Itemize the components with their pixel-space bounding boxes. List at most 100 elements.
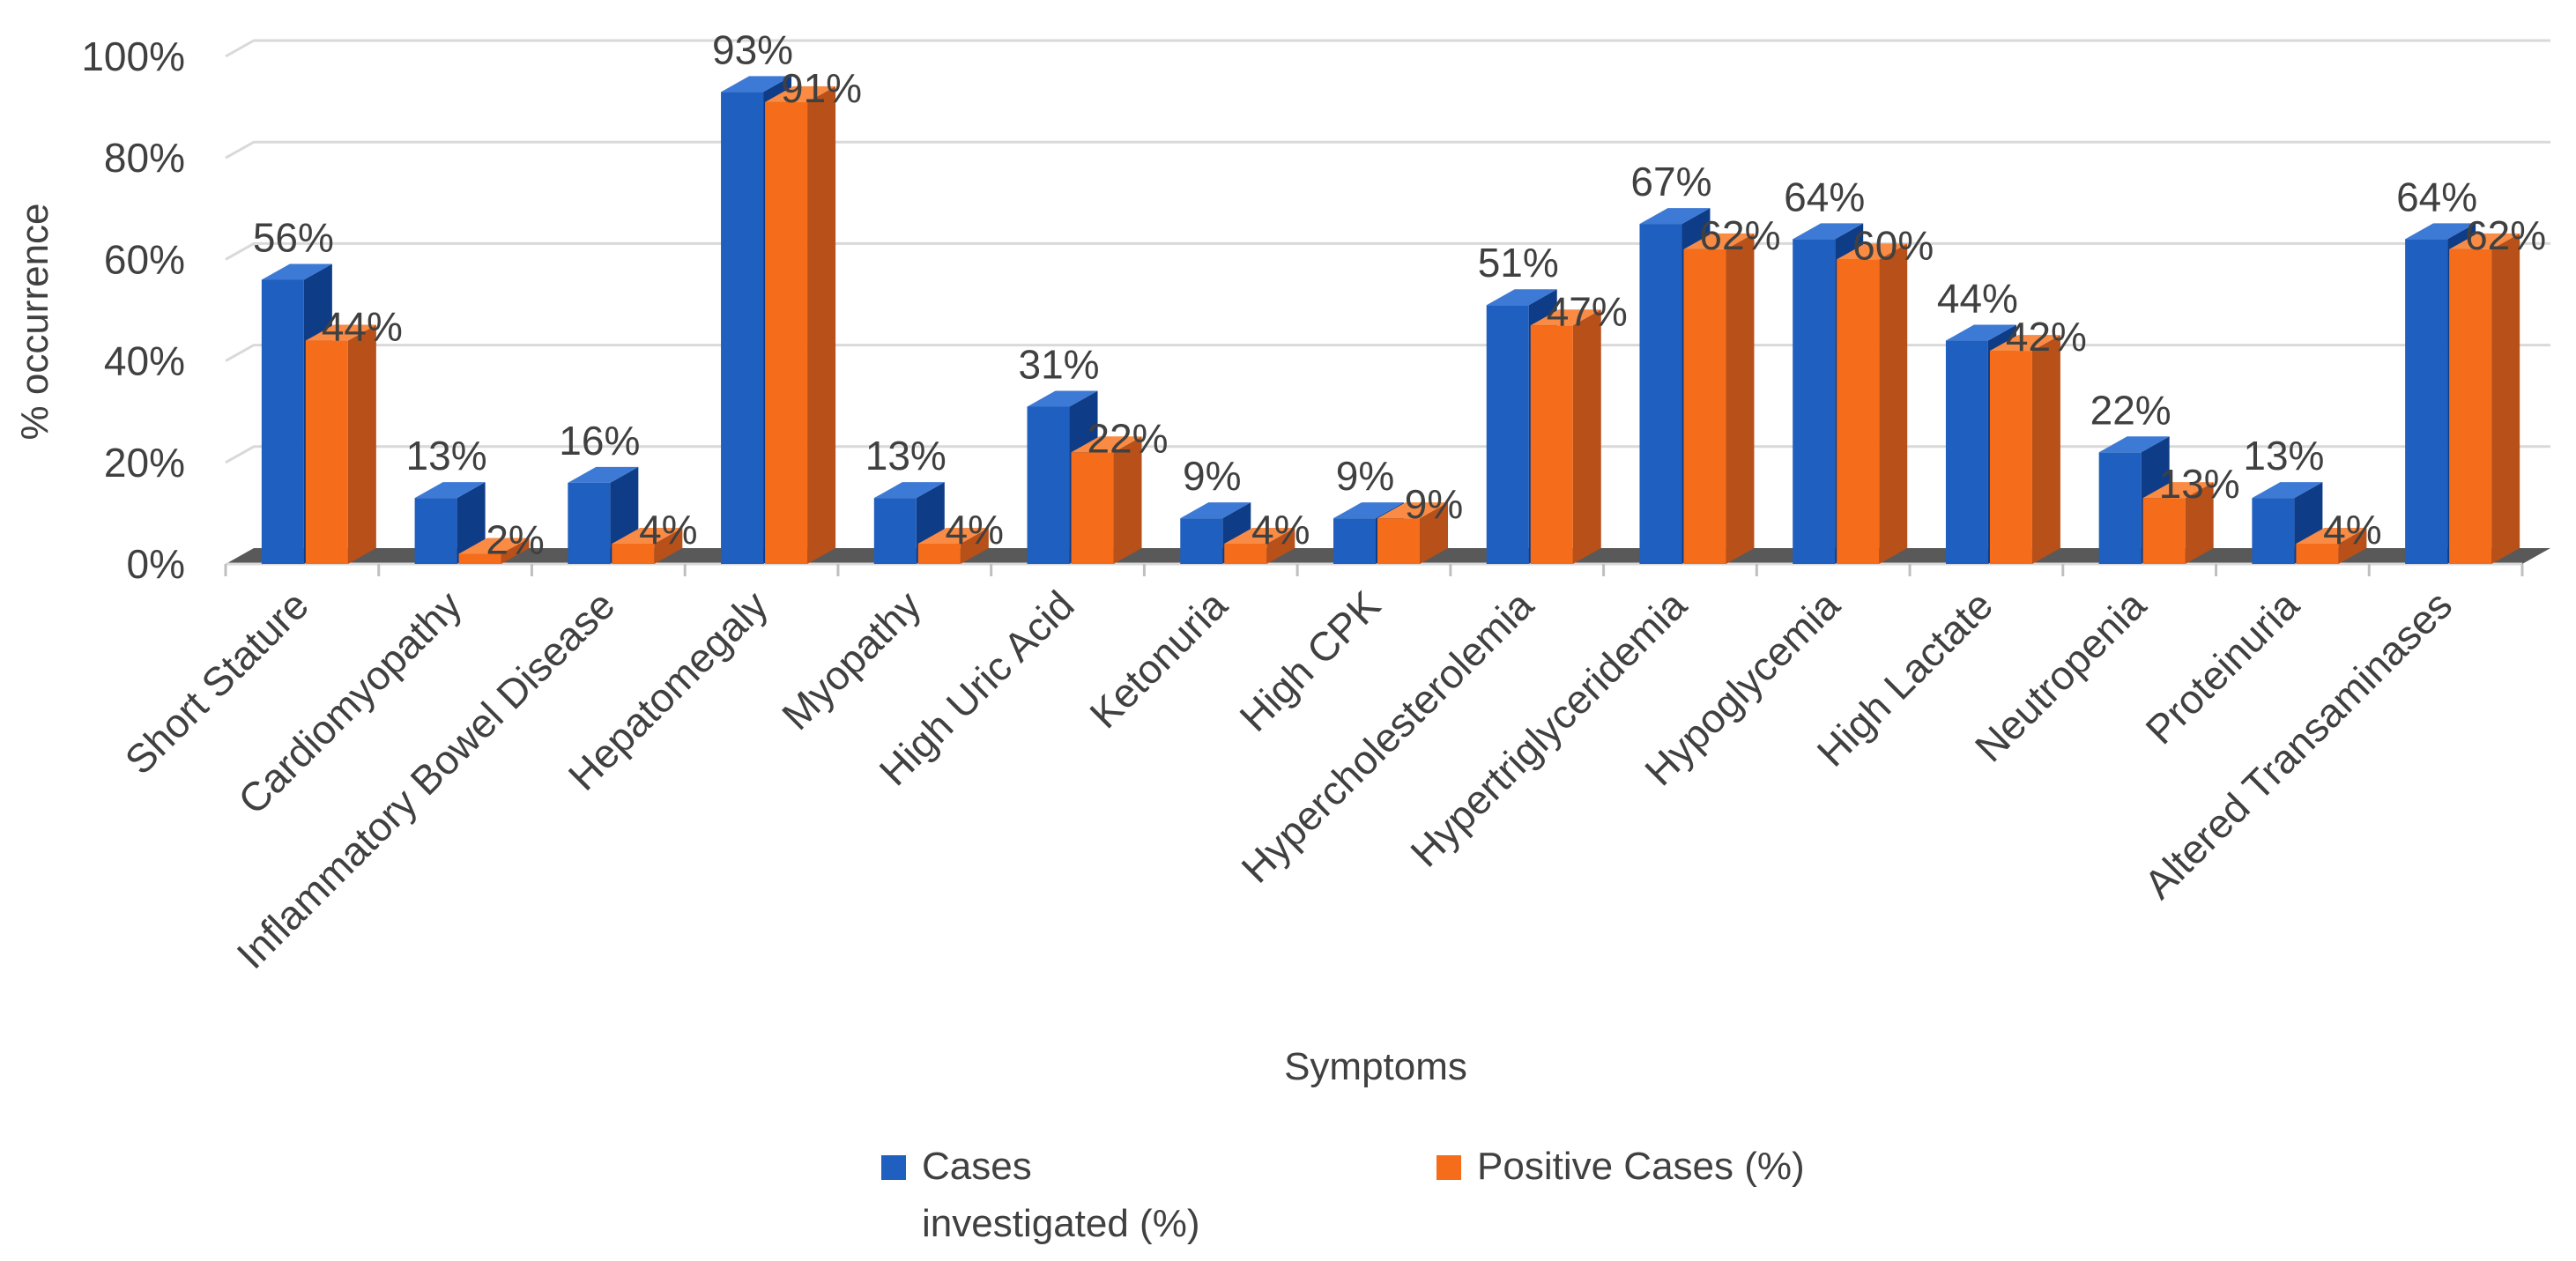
bar-positive-cases: [458, 538, 530, 564]
bar-cases-investigated-top: [1793, 223, 1864, 240]
bar-positive-cases-side: [1879, 243, 1908, 564]
bar-positive-cases-front: [2296, 543, 2339, 564]
bar-cases-investigated-top: [721, 76, 792, 93]
bar-positive-cases: [917, 527, 989, 564]
bar-positive-cases: [1989, 335, 2060, 564]
bar-positive-cases-side: [2338, 527, 2367, 564]
data-label-cases-investigated: 64%: [2396, 174, 2477, 219]
x-category-label: Ketonuria: [1080, 582, 1236, 737]
y-axis-ticks: 0% 20% 40% 60% 80% 100%: [81, 33, 185, 587]
bar-cases-investigated-top: [1486, 289, 1557, 306]
bar-positive-cases-front: [2449, 248, 2492, 564]
data-label-positive-cases: 60%: [1852, 222, 1934, 268]
bar-positive-cases-top: [1377, 502, 1448, 519]
bar-positive-cases-top: [917, 527, 989, 544]
bar-cases-investigated-top: [1027, 390, 1098, 407]
gridlines: [225, 39, 2550, 464]
bar-positive-cases-side: [654, 527, 683, 564]
gridline: [225, 140, 2550, 159]
bar-cases-investigated: [568, 466, 639, 564]
data-label-cases-investigated: 67%: [1630, 159, 1711, 204]
bar-cases-investigated-front: [1180, 518, 1223, 564]
gridline: [225, 445, 2550, 464]
bar-positive-cases-top: [2142, 482, 2214, 499]
bar-cases-investigated-top: [568, 466, 639, 483]
bar-positive-cases-front: [1224, 543, 1267, 564]
data-label-cases-investigated: 31%: [1018, 341, 1099, 387]
bar-positive-cases: [1071, 436, 1142, 564]
data-labels: 56%44%13%2%16%4%93%91%13%4%31%22%9%4%9%9…: [253, 26, 2546, 562]
bar-positive-cases: [765, 85, 836, 565]
bar-cases-investigated-front: [1333, 518, 1376, 564]
bar-cases-investigated-front: [1027, 406, 1070, 564]
bar-cases-investigated-front: [2098, 452, 2142, 564]
bar-cases-investigated-top: [1333, 502, 1404, 519]
data-label-positive-cases: 22%: [1087, 415, 1168, 461]
bar-cases-investigated-front: [873, 498, 917, 564]
bar-positive-cases-top: [1837, 243, 1908, 260]
bar-cases-investigated-top: [1180, 502, 1251, 519]
data-label-positive-cases: 91%: [781, 65, 862, 111]
x-category-label: Altered Transaminases: [2135, 582, 2461, 907]
bar-positive-cases-top: [1071, 436, 1142, 453]
bar-positive-cases: [1224, 527, 1295, 564]
bar-positive-cases: [1377, 502, 1448, 564]
bar-positive-cases-front: [305, 340, 348, 564]
bar-positive-cases-front: [612, 543, 655, 564]
data-label-positive-cases: 4%: [946, 507, 1004, 553]
bar-cases-investigated-top: [261, 263, 332, 280]
legend: Cases investigated (%) Positive Cases (%…: [881, 1145, 1805, 1245]
bar-positive-cases: [2449, 233, 2520, 564]
bar-positive-cases-top: [2449, 233, 2520, 249]
bar-cases-investigated-front: [2405, 239, 2448, 564]
gridline: [225, 241, 2550, 261]
bar-positive-cases-front: [1071, 452, 1114, 564]
legend-label-cases-investigated-line2: investigated (%): [922, 1202, 1199, 1245]
bar-positive-cases-front: [2142, 498, 2186, 564]
bar-cases-investigated-front: [261, 279, 304, 564]
bar-cases-investigated-front: [1793, 239, 1836, 564]
y-tick-label: 100%: [81, 33, 185, 79]
bar-cases-investigated-front: [721, 92, 764, 564]
bar-cases-investigated-front: [1945, 340, 1988, 564]
data-label-positive-cases: 9%: [1405, 481, 1463, 527]
bar-positive-cases-top: [458, 538, 530, 554]
bar-positive-cases-front: [1377, 518, 1420, 564]
data-label-positive-cases: 4%: [1251, 507, 1310, 553]
data-label-positive-cases: 62%: [2465, 212, 2546, 258]
data-label-cases-investigated: 9%: [1336, 453, 1394, 499]
bar-positive-cases-side: [2185, 482, 2214, 564]
y-axis-title: % occurrence: [13, 203, 56, 440]
data-label-positive-cases: 2%: [486, 516, 544, 562]
bar-positive-cases: [2296, 527, 2367, 564]
x-axis-title: Symptoms: [1284, 1045, 1467, 1088]
data-label-positive-cases: 13%: [2159, 461, 2240, 507]
bar-positive-cases-top: [1683, 233, 1755, 249]
bar-cases-investigated: [2252, 482, 2323, 564]
bar-positive-cases-front: [458, 553, 501, 564]
bar-positive-cases-side: [2031, 335, 2060, 564]
bar-positive-cases-top: [1989, 335, 2060, 352]
y-tick-label: 20%: [104, 440, 185, 486]
bar-cases-investigated-front: [2252, 498, 2295, 564]
data-label-cases-investigated: 44%: [1937, 276, 2018, 322]
bar-positive-cases: [612, 527, 683, 564]
y-tick-label: 80%: [104, 135, 185, 181]
bar-cases-investigated-top: [2252, 482, 2323, 499]
bar-cases-investigated-top: [2405, 223, 2476, 240]
bar-positive-cases-side: [1572, 309, 1601, 564]
bar-cases-investigated-front: [568, 482, 611, 564]
data-label-cases-investigated: 13%: [2243, 433, 2324, 478]
data-label-cases-investigated: 9%: [1183, 453, 1241, 499]
legend-label-positive-cases: Positive Cases (%): [1477, 1145, 1805, 1188]
bar-positive-cases-side: [501, 538, 530, 564]
legend-label-cases-investigated-line1: Cases: [922, 1145, 1032, 1188]
bar-positive-cases: [1530, 309, 1601, 564]
data-label-positive-cases: 4%: [2323, 507, 2381, 553]
data-label-cases-investigated: 51%: [1478, 240, 1559, 286]
data-label-positive-cases: 44%: [322, 304, 403, 350]
data-label-cases-investigated: 56%: [253, 214, 334, 260]
bar-positive-cases-front: [1530, 325, 1573, 564]
bar-positive-cases-front: [917, 543, 961, 564]
